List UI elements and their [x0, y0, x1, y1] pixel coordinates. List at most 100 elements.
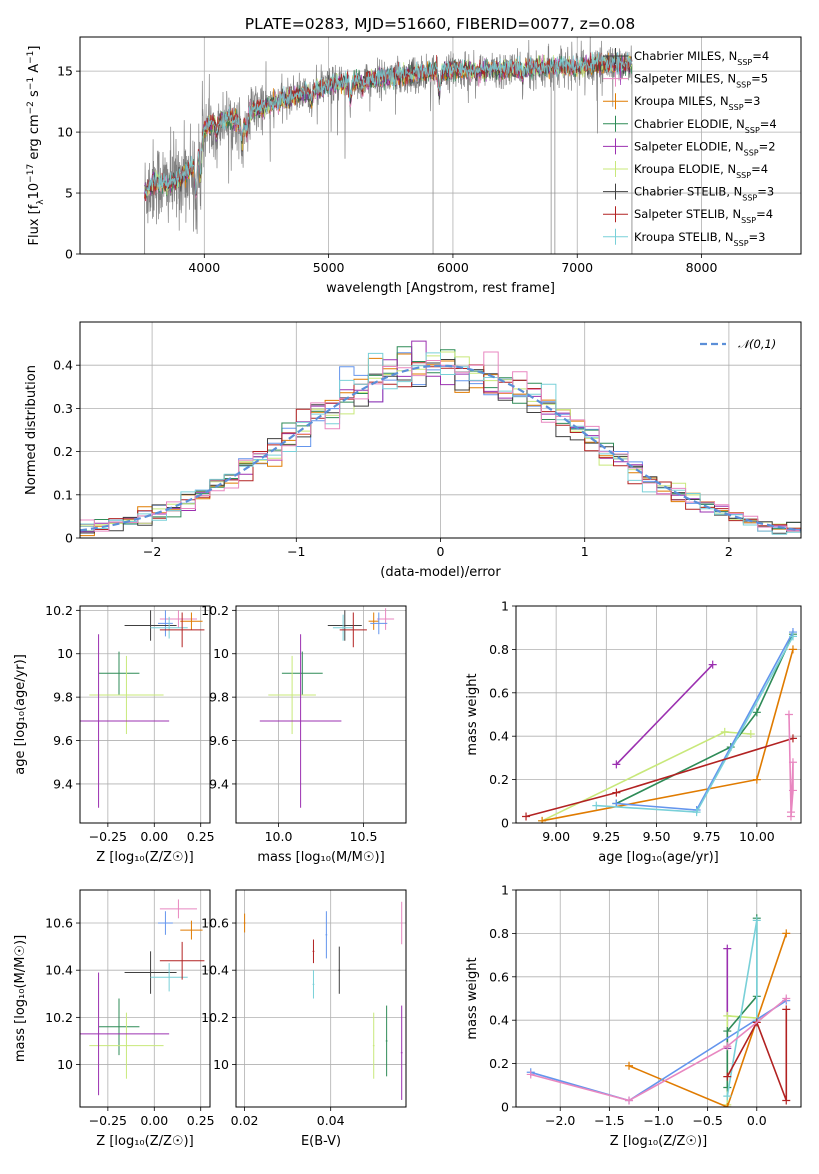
grid-mass_vs_Z: [80, 890, 210, 1107]
x-tick-label: 9.00: [542, 829, 570, 844]
errorbar-point: [159, 612, 205, 648]
errorbar-point: [124, 610, 177, 641]
legend-entry-label: Salpeter STELIB, N: [634, 207, 741, 221]
y-axis-label-part: A: [27, 64, 42, 77]
x-tick-label: 1: [581, 544, 589, 559]
y-tick-label: 10: [213, 1057, 229, 1072]
weight-series-marker: [752, 916, 761, 925]
errorbar-point: [281, 651, 323, 695]
weight-series-marker: [723, 1103, 732, 1107]
normal-reference-curve: [80, 364, 801, 532]
errorbar-point: [150, 963, 188, 992]
x-axis-label: age [log₁₀(age/yr)]: [598, 850, 719, 865]
x-axis-label: Z [log₁₀(Z/Z☉)]: [96, 1134, 193, 1149]
y-tick-label: 10.4: [201, 963, 229, 978]
errorbar-point: [332, 614, 354, 641]
axes-residuals: −2 −1 0 1 2 0 0.1 0.2 0.3 0.4 (data-model)/error No…: [24, 321, 802, 580]
y-axis-label-part: erg cm: [27, 114, 42, 163]
weight-series-marker: [752, 775, 761, 784]
weight-series-line: [616, 631, 794, 811]
grid-age_vs_mass: [236, 606, 406, 823]
errorbar-point: [159, 899, 197, 919]
y-axis-label-part: 10: [27, 183, 42, 200]
errorbar-point: [243, 913, 246, 933]
weight-series-marker: [786, 812, 795, 821]
weight-series-marker: [723, 1092, 732, 1101]
weight-series-marker: [625, 1096, 634, 1105]
errorbar-point: [89, 655, 164, 735]
x-tick-label: 0.0: [747, 1113, 767, 1128]
axes-frame: [79, 889, 211, 1108]
y-tick-label: 10.6: [201, 916, 229, 931]
legend-entry-count: =5: [751, 72, 768, 86]
errorbar-point: [159, 941, 205, 980]
plot-area-age_vs_mass: [259, 608, 395, 808]
panel-mass_vs_Z: −0.25 0.00 0.25 10 10.2 10.4 10.6 Z [log₁₀(Z/Z☉…: [13, 889, 215, 1149]
errorbar-point: [80, 634, 170, 808]
legend-entry-sub: SSP: [741, 216, 756, 225]
weight-series-line: [525, 737, 794, 818]
errorbar-point: [158, 610, 173, 637]
y-tick-label: 10.2: [201, 603, 229, 618]
legend-entry: Salpeter ELODIE, NSSP=2: [634, 139, 776, 157]
legend-entry-label: Salpeter MILES, N: [634, 72, 736, 86]
legend-entry-count: =2: [759, 139, 776, 153]
y-tick-label: 10: [57, 125, 73, 140]
legend-entry-sub: SSP: [736, 80, 751, 89]
weight-series-marker: [746, 730, 755, 739]
y-axis-label: mass [log₁₀(M/M☉)]: [13, 935, 28, 1062]
x-axis-label: Z [log₁₀(Z/Z☉)]: [96, 850, 193, 865]
errorbar-point: [180, 612, 203, 630]
y-tick-label: 9.6: [209, 733, 229, 748]
grid-weight_vs_age: [516, 605, 801, 824]
y-tick-label: 0.8: [489, 926, 509, 941]
y-tick-label: 0.2: [489, 1056, 509, 1071]
weight-series-marker: [788, 786, 797, 795]
errorbar-point: [327, 610, 362, 641]
axes-frame: [79, 605, 211, 824]
axes-frame: [235, 605, 407, 824]
errorbar-point: [312, 939, 315, 964]
weight-series-marker: [692, 808, 701, 817]
legend-entry-count: =4: [760, 117, 777, 131]
legend-entry: Chabrier STELIB, NSSP=3: [634, 185, 774, 203]
y-tick-label: 0.3: [53, 401, 73, 416]
x-tick-label: 0.00: [140, 829, 168, 844]
x-tick-label: 0.04: [317, 1113, 345, 1128]
x-tick-label: 0: [437, 544, 445, 559]
y-tick-label: 10.2: [201, 1010, 229, 1025]
y-tick-label: 0.6: [489, 685, 509, 700]
legend-entry: Salpeter MILES, NSSP=5: [634, 72, 768, 90]
legend-entry-count: =3: [749, 230, 766, 244]
x-tick-label: 2: [725, 544, 733, 559]
y-tick-label: 0: [501, 1100, 509, 1115]
errorbar-point: [377, 608, 395, 630]
x-axis-label: (data-model)/error: [380, 565, 501, 580]
weight-series-marker: [784, 710, 793, 719]
weight-series-line: [541, 649, 794, 822]
x-tick-label: 5000: [313, 260, 345, 275]
weight-series-marker: [612, 788, 621, 797]
weight-series-marker: [788, 734, 797, 743]
y-axis-label-part: −17: [26, 164, 36, 183]
plot-area-mass_vs_ebv: [243, 901, 403, 1100]
errorbar-point: [98, 651, 140, 695]
weight-series-marker: [625, 1061, 634, 1070]
y-axis-label-part: −1: [26, 77, 36, 90]
y-axis-label: mass weight: [465, 957, 480, 1039]
weight-series-marker: [538, 816, 547, 823]
y-axis-label-part: −2: [26, 101, 36, 114]
y-tick-label: 0: [65, 247, 73, 262]
weight-series-marker: [788, 758, 797, 767]
weight-series-marker: [723, 1011, 732, 1020]
panel-spectrum: 4000 5000 6000 7000 8000 0 5 10 15 wavelength [An…: [26, 36, 802, 296]
x-axis-label: E(B-V): [301, 1134, 341, 1149]
errorbar-point: [124, 951, 177, 994]
errorbar-point: [150, 616, 188, 639]
legend-entry-label: Kroupa STELIB, N: [634, 230, 734, 244]
weight-series-marker: [592, 801, 601, 810]
x-tick-label: 10.5: [350, 829, 378, 844]
axes-frame: [79, 36, 802, 255]
errorbar-point: [385, 1005, 388, 1077]
x-tick-label: 4000: [188, 260, 220, 275]
